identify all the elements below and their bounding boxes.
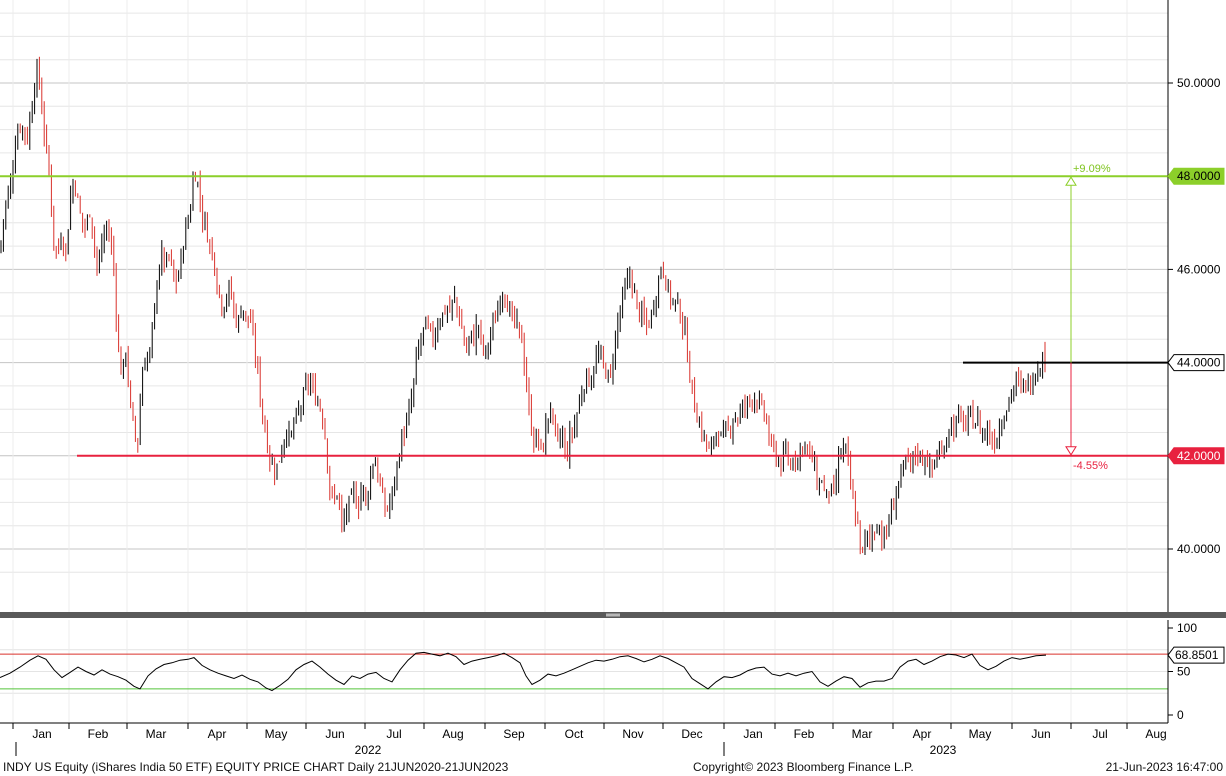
indicator-y-axis: 0 50 100 68.8501	[1167, 620, 1225, 723]
x-month-label: Apr	[913, 727, 932, 741]
y-tick-label: 46.0000	[1177, 262, 1221, 276]
footer-copyright: Copyright© 2023 Bloomberg Finance L.P.	[693, 760, 914, 774]
indicator-gridlines	[0, 620, 1168, 722]
target-arrows: +9.09% -4.55%	[1065, 163, 1111, 472]
downside-arrow-head-icon	[1065, 446, 1077, 456]
footer-timestamp: 21-Jun-2023 16:47:00	[1105, 760, 1223, 774]
price-y-axis: 40.0000 46.0000 50.0000 48.0000 44.0000 42.00…	[1167, 0, 1225, 612]
indicator-panel: 0 50 100 68.8501	[0, 620, 1225, 723]
indicator-bands	[0, 653, 1168, 690]
x-year-label: 2022	[355, 743, 382, 757]
x-month-label: Aug	[442, 727, 463, 741]
x-month-label: Jun	[325, 727, 344, 741]
indicator-last-value-badge	[1167, 646, 1225, 664]
y-tick-label: 40.0000	[1177, 542, 1221, 556]
x-month-label: Mar	[146, 727, 167, 741]
x-month-label: Jul	[1092, 727, 1107, 741]
x-month-label: Jun	[1031, 727, 1050, 741]
x-year-label: 2023	[930, 743, 957, 757]
current-level-badge-label: 44.0000	[1177, 356, 1221, 370]
upper-level-badge-label: 48.0000	[1177, 169, 1221, 183]
x-month-label: Nov	[622, 727, 643, 741]
downside-change-label: -4.55%	[1073, 460, 1108, 472]
upside-arrow-head-icon	[1065, 176, 1077, 186]
upside-change-label: +9.09%	[1073, 163, 1111, 175]
x-month-label: Aug	[1145, 727, 1166, 741]
price-panel: +9.09% -4.55% 40.0000 46.0000 50.0000 48.000…	[0, 0, 1225, 612]
indicator-line	[0, 651, 1047, 692]
x-month-label: Jul	[386, 727, 401, 741]
x-month-label: Feb	[88, 727, 109, 741]
indicator-y-tick-label: 0	[1177, 708, 1184, 722]
lower-level-badge	[1167, 447, 1225, 465]
upper-level-badge	[1167, 167, 1225, 185]
x-month-label: May	[969, 727, 992, 741]
x-month-label: Jan	[743, 727, 762, 741]
panel-divider[interactable]	[0, 612, 1226, 618]
x-month-label: May	[265, 727, 288, 741]
x-month-label: Oct	[565, 727, 584, 741]
current-level-badge	[1167, 354, 1225, 372]
x-month-label: Apr	[208, 727, 227, 741]
candlestick-series	[0, 56, 1046, 556]
price-gridlines	[0, 0, 1168, 612]
x-axis: Jan Feb Mar Apr May Jun Jul Aug Sep Oct Nov Dec Jan F…	[0, 722, 1168, 757]
indicator-y-tick-label: 100	[1177, 621, 1197, 635]
x-month-label: Feb	[794, 727, 815, 741]
indicator-last-value-label: 68.8501	[1175, 648, 1219, 662]
y-tick-label: 50.0000	[1177, 76, 1221, 90]
x-month-label: Sep	[503, 727, 525, 741]
price-plot-background	[0, 0, 1168, 612]
lower-level-badge-label: 42.0000	[1177, 449, 1221, 463]
x-month-label: Jan	[32, 727, 51, 741]
horizontal-levels	[0, 175, 1168, 457]
divider-grip-icon[interactable]	[606, 613, 620, 617]
footer-left: INDY US Equity (iShares India 50 ETF) EQ…	[3, 760, 509, 774]
x-month-label: Dec	[681, 727, 702, 741]
x-month-label: Mar	[852, 727, 873, 741]
indicator-y-tick-label: 50	[1177, 665, 1191, 679]
